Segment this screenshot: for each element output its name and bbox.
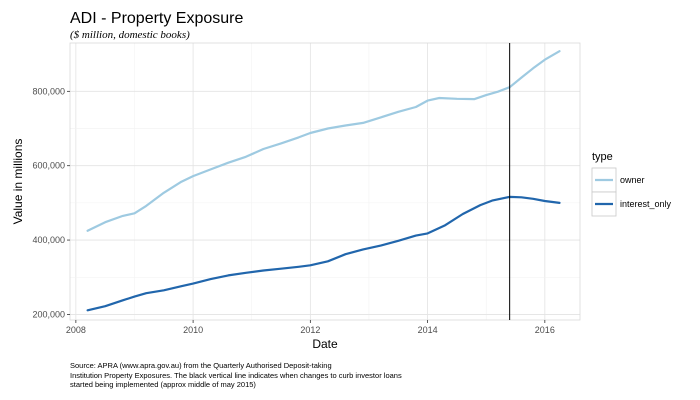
chart-grid [70, 43, 580, 320]
legend-label-owner: owner [620, 175, 645, 185]
chart-subtitle: ($ million, domestic books) [70, 29, 190, 41]
legend-label-interest_only: interest_only [620, 199, 672, 209]
x-tick-label: 2012 [300, 325, 320, 335]
chart-title: ADI - Property Exposure [70, 10, 244, 27]
legend: type owner interest_only [591, 151, 672, 217]
y-tick-label: 400,000 [32, 235, 65, 245]
source-caption: Source: APRA (www.apra.gov.au) from the … [70, 361, 402, 390]
series-line-interest_only [86, 195, 561, 312]
legend-title: type [592, 151, 613, 163]
series-lines [86, 50, 561, 312]
y-tick-label: 600,000 [32, 161, 65, 171]
x-axis-title: Date [312, 337, 338, 351]
caption-line: Institution Property Exposures. The blac… [70, 370, 402, 380]
y-tick-label: 800,000 [32, 86, 65, 96]
caption-line: Source: APRA (www.apra.gov.au) from the … [70, 361, 332, 370]
y-tick-label: 200,000 [32, 309, 65, 319]
x-axis: 2008 2010 2012 2014 2016 [66, 320, 555, 335]
caption-line: started being implemented (approx middle… [70, 380, 256, 389]
x-tick-label: 2016 [535, 325, 555, 335]
y-axis-title: Value in millions [11, 139, 25, 225]
series-line-owner [86, 50, 561, 232]
y-axis: 200,000 400,000 600,000 800,000 [32, 86, 70, 319]
plot-panel [69, 42, 581, 321]
x-tick-label: 2008 [66, 325, 86, 335]
x-tick-label: 2014 [418, 325, 438, 335]
x-tick-label: 2010 [183, 325, 203, 335]
